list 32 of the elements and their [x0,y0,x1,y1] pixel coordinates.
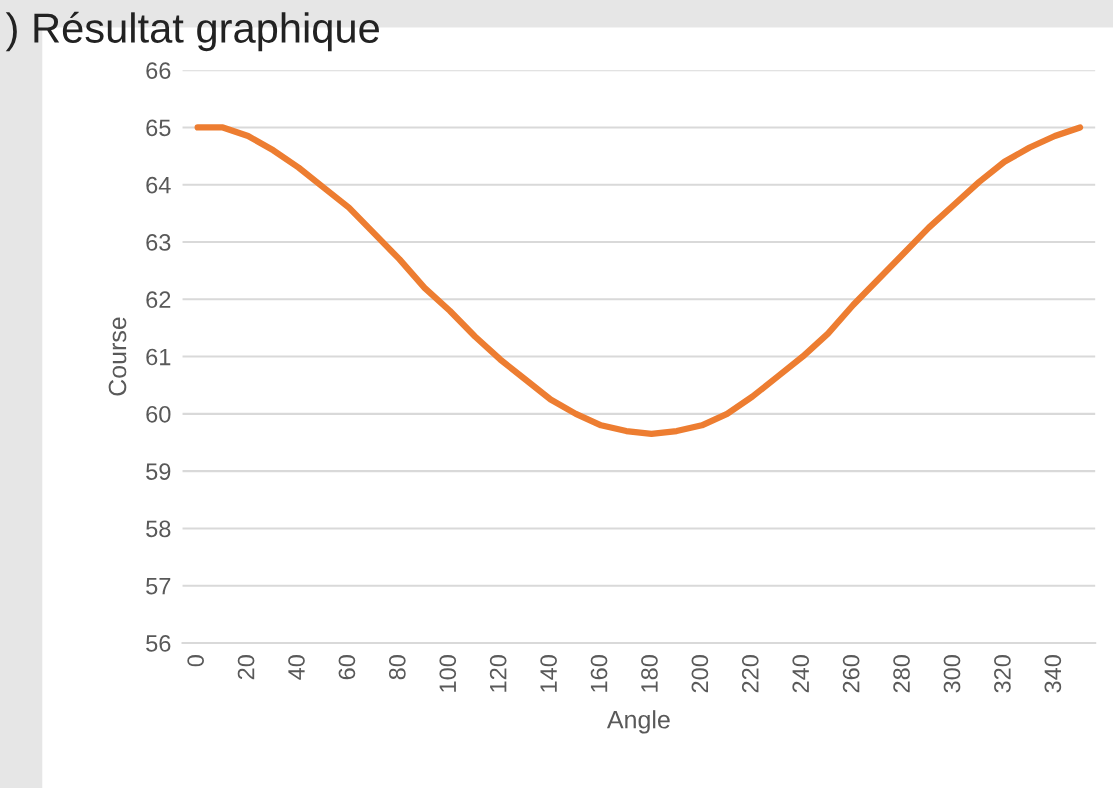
y-tick-label: 59 [146,463,171,480]
y-tick-label: 61 [146,348,171,366]
y-tick-label: 62 [146,291,171,309]
x-tick-label: 100 [439,655,457,692]
y-tick-label: 57 [146,578,171,595]
y-tick-label: 60 [146,405,171,423]
y-tick-label: 63 [146,234,171,251]
x-tick-label: 320 [994,655,1011,693]
x-tick-label: 140 [540,655,557,692]
x-axis-title: Angle [606,710,670,734]
x-tick-label: 0 [187,655,204,667]
x-tick-label: 200 [691,655,709,693]
x-tick-label: 260 [842,655,860,693]
y-axis-title: Course [108,317,127,396]
x-tick-label: 120 [489,655,507,692]
y-tick-label: 66 [146,62,171,79]
x-tick-label: 220 [741,655,759,693]
y-tick-label: 58 [146,520,171,538]
y-tick-label: 64 [146,176,171,194]
y-tick-label: 65 [146,119,171,137]
x-tick-label: 300 [943,655,961,693]
x-tick-label: 60 [338,655,356,680]
x-tick-label: 180 [641,655,658,692]
x-tick-label: 340 [1044,655,1062,693]
x-tick-label: 280 [893,655,910,693]
x-tick-label: 240 [792,655,810,693]
x-tick-label: 40 [288,655,305,680]
y-tick-label: 56 [146,635,171,652]
x-tick-label: 160 [590,655,608,692]
x-tick-label: 80 [388,655,406,680]
chart-title: ) Résultat graphique [5,11,379,52]
x-tick-label: 20 [237,655,255,680]
